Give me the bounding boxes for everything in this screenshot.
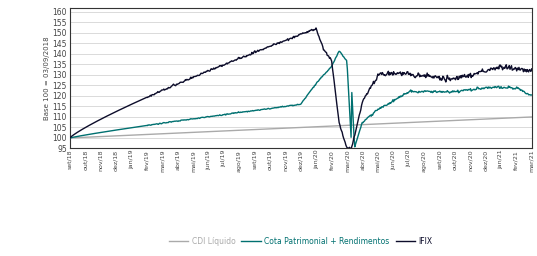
- Y-axis label: Base 100 = 03/09/2018: Base 100 = 03/09/2018: [43, 36, 50, 120]
- Cota Patrimonial + Rendimentos: [67, 136, 73, 140]
- IFIX: [401, 71, 407, 74]
- IFIX: [313, 26, 319, 29]
- Cota Patrimonial + Rendimentos: [456, 91, 462, 94]
- IFIX: [67, 136, 73, 140]
- Cota Patrimonial + Rendimentos: [132, 126, 139, 129]
- CDI Líquido: [400, 121, 406, 124]
- Legend: CDI Líquido, Cota Patrimonial + Rendimentos, IFIX: CDI Líquido, Cota Patrimonial + Rendimen…: [165, 234, 436, 249]
- Cota Patrimonial + Rendimentos: [401, 92, 407, 95]
- IFIX: [518, 67, 525, 70]
- IFIX: [348, 148, 354, 151]
- Line: IFIX: IFIX: [70, 28, 532, 150]
- IFIX: [237, 57, 244, 60]
- Line: Cota Patrimonial + Rendimentos: Cota Patrimonial + Rendimentos: [70, 51, 532, 147]
- Cota Patrimonial + Rendimentos: [237, 111, 244, 114]
- IFIX: [528, 67, 535, 70]
- Cota Patrimonial + Rendimentos: [528, 93, 535, 97]
- IFIX: [456, 75, 462, 78]
- Cota Patrimonial + Rendimentos: [336, 50, 343, 53]
- Line: CDI Líquido: CDI Líquido: [70, 117, 532, 138]
- CDI Líquido: [454, 119, 461, 122]
- Cota Patrimonial + Rendimentos: [518, 88, 525, 91]
- CDI Líquido: [237, 129, 244, 132]
- CDI Líquido: [517, 116, 523, 119]
- Cota Patrimonial + Rendimentos: [427, 90, 433, 93]
- IFIX: [132, 101, 139, 104]
- CDI Líquido: [425, 120, 432, 123]
- CDI Líquido: [132, 133, 139, 136]
- CDI Líquido: [528, 115, 535, 119]
- CDI Líquido: [67, 136, 73, 140]
- Cota Patrimonial + Rendimentos: [352, 145, 358, 148]
- IFIX: [427, 74, 433, 77]
